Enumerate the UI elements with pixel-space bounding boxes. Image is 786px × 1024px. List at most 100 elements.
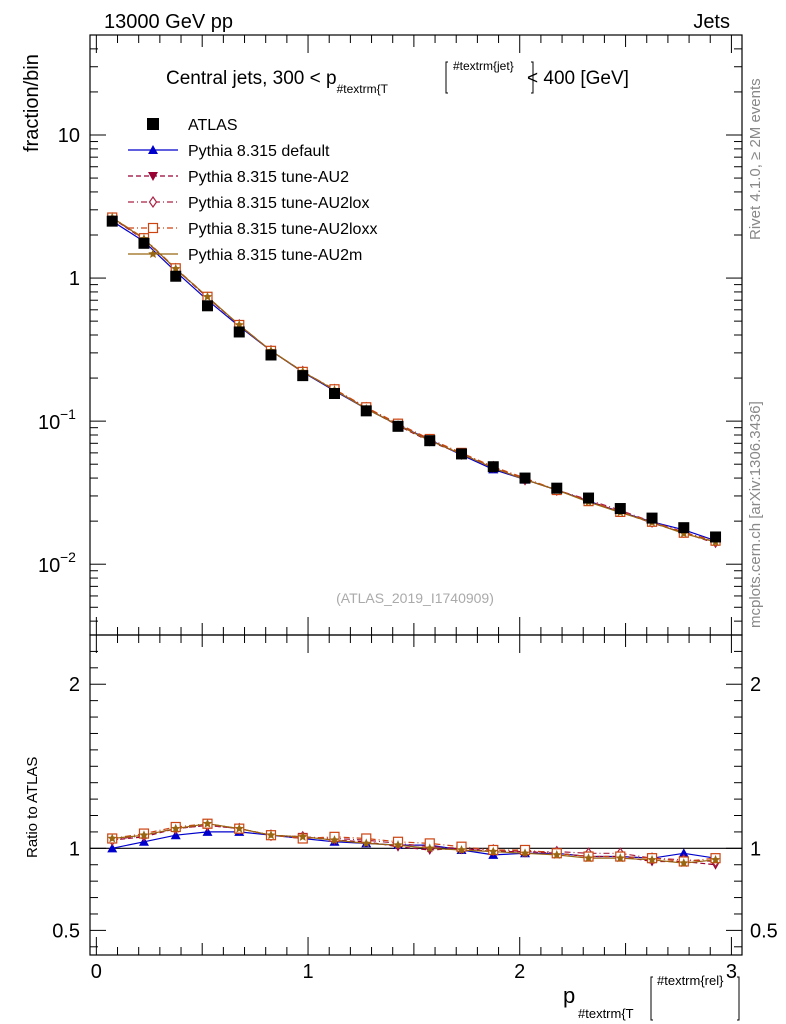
ratio-pythia-8-315-tune-au2m-point bbox=[297, 831, 308, 841]
ratio-pythia-8-315-tune-au2m-point bbox=[139, 830, 149, 840]
ratio-pythia-8-315-tune-au2m-point bbox=[361, 838, 372, 848]
series-atlas-point bbox=[487, 461, 499, 473]
series-atlas-point bbox=[456, 448, 468, 460]
xlabel-sup: #textrm{rel} bbox=[657, 973, 724, 988]
legend-marker bbox=[148, 172, 158, 181]
ratio-pythia-8-315-tune-au2m-point bbox=[393, 840, 403, 850]
title-prefix: Central jets, 300 < p bbox=[166, 68, 337, 89]
title-suffix: < 400 [GeV] bbox=[527, 68, 629, 89]
series-atlas-point bbox=[519, 472, 531, 484]
ratio-pythia-8-315-default-point bbox=[202, 826, 213, 836]
main-series-lines bbox=[111, 216, 716, 544]
ratio-pythia-8-315-tune-au2m-point bbox=[552, 849, 562, 859]
ratio-pythia-8-315-default-point bbox=[107, 843, 118, 853]
legend-marker bbox=[148, 249, 158, 259]
ratio-pythia-8-315-tune-au2m-point bbox=[329, 835, 340, 845]
title-sup: #textrm{jet} bbox=[453, 59, 514, 73]
title-sub: #textrm{T bbox=[337, 82, 389, 96]
ratio-pythia-8-315-tune-au2m-point bbox=[710, 854, 721, 864]
ratio-pythia-8-315-tune-au2m-point bbox=[488, 846, 499, 856]
main-y-tick-label: 10 bbox=[38, 412, 60, 434]
main-title: Central jets, 300 < p#textrm{T bbox=[166, 68, 389, 96]
analysis-watermark: (ATLAS_2019_I1740909) bbox=[336, 590, 494, 606]
main-x-ticks bbox=[95, 35, 732, 635]
ratio-pythia-8-315-tune-au2m-point bbox=[202, 818, 213, 828]
series-atlas-point bbox=[678, 522, 690, 534]
series-pythia-8-315-tune-au2m-line bbox=[111, 217, 716, 543]
ratio-ylabel: Ratio to ATLAS bbox=[24, 757, 41, 858]
legend-label: Pythia 8.315 default bbox=[188, 143, 330, 160]
main-y-tick-label: 10 bbox=[58, 125, 80, 147]
series-pythia-8-315-tune-au2m-point bbox=[202, 291, 213, 301]
ratio-pythia-8-315-tune-au2m-point bbox=[266, 830, 276, 840]
xlabel-sub: #textrm{T bbox=[578, 1006, 634, 1021]
mcplots-label: mcplots.cern.ch [arXiv:1306.3436] bbox=[747, 401, 764, 628]
x-tick-label: 0 bbox=[91, 961, 102, 983]
series-atlas-point bbox=[360, 405, 372, 417]
main-y-tick-label: 10 bbox=[38, 555, 60, 577]
ratio-y-tick-label: 2 bbox=[69, 674, 80, 696]
ratio-y-tick-label-right: 1 bbox=[750, 838, 761, 860]
series-atlas-point bbox=[329, 388, 340, 400]
rivet-label: Rivet 4.1.0, ≥ 2M events bbox=[747, 78, 764, 240]
series-pythia-8-315-tune-au2lox-line bbox=[111, 217, 716, 543]
series-atlas-point bbox=[551, 482, 563, 494]
main-y-tick-exponent: −2 bbox=[60, 549, 76, 565]
series-atlas-point bbox=[138, 237, 150, 249]
ratio-panel: 0.5 0.5 1 1 2 2 0 1 2 3 Ratio to ATLAS p #textrm… bbox=[24, 634, 778, 1021]
header-left: 13000 GeV pp bbox=[104, 11, 233, 33]
ratio-pythia-8-315-tune-au2m-point bbox=[425, 843, 435, 853]
main-y-tick-label: 1 bbox=[69, 268, 80, 290]
ratio-y-tick-label-right: 2 bbox=[750, 674, 761, 696]
series-atlas-point bbox=[201, 300, 213, 312]
ratio-pythia-8-315-tune-au2m-point bbox=[679, 858, 689, 868]
ratio-pythia-8-315-default-point bbox=[170, 830, 181, 840]
xlabel-brace bbox=[650, 976, 740, 1021]
legend-label: ATLAS bbox=[188, 117, 238, 134]
series-atlas-point bbox=[170, 270, 182, 282]
ratio-pythia-8-315-tune-au2m-point bbox=[456, 844, 467, 855]
ratio-pythia-8-315-default-point bbox=[678, 848, 689, 858]
main-ylabel: fraction/bin bbox=[21, 54, 43, 152]
series-atlas-point bbox=[614, 503, 626, 515]
legend-marker bbox=[148, 195, 158, 209]
series-pythia-8-315-tune-au2m-point bbox=[170, 263, 181, 273]
ratio-pythia-8-315-tune-au2m-point bbox=[583, 853, 594, 863]
title-brace bbox=[445, 61, 534, 94]
legend-label: Pythia 8.315 tune-AU2 bbox=[188, 169, 349, 186]
legend-marker bbox=[148, 145, 158, 154]
series-atlas-point bbox=[106, 215, 118, 227]
legend-label: Pythia 8.315 tune-AU2loxx bbox=[188, 221, 377, 238]
ratio-frame bbox=[89, 634, 743, 956]
series-atlas-point bbox=[646, 512, 658, 524]
ratio-pythia-8-315-tune-au2m-line bbox=[112, 823, 716, 864]
x-tick-label: 2 bbox=[514, 961, 525, 983]
ratio-series-lines bbox=[112, 823, 716, 866]
legend: ATLAS Pythia 8.315 default Pythia 8.315 tu… bbox=[128, 117, 377, 264]
series-atlas-point bbox=[265, 349, 277, 361]
series-atlas-point bbox=[583, 492, 595, 504]
ratio-y-ticks: 0.5 0.5 1 1 2 2 bbox=[52, 650, 778, 948]
ratio-series-markers bbox=[107, 818, 721, 870]
ratio-y-tick-label: 1 bbox=[69, 838, 80, 860]
series-atlas-point bbox=[297, 370, 309, 382]
ratio-pythia-8-315-tune-au2m-point bbox=[615, 853, 626, 863]
ratio-x-ticks: 0 1 2 3 bbox=[91, 635, 737, 983]
series-pythia-8-315-tune-au2loxx-line bbox=[111, 216, 716, 542]
header-right: Jets bbox=[693, 11, 730, 33]
ratio-pythia-8-315-tune-au2lox-line bbox=[112, 824, 716, 863]
ratio-pythia-8-315-tune-au2m-point bbox=[234, 823, 244, 833]
ratio-pythia-8-315-tune-au2m-point bbox=[520, 848, 530, 858]
legend-label: Pythia 8.315 tune-AU2m bbox=[188, 247, 362, 264]
main-series-markers bbox=[106, 212, 722, 549]
ratio-pythia-8-315-tune-au2m-point bbox=[170, 823, 181, 833]
series-atlas-point bbox=[392, 420, 404, 432]
series-atlas-point bbox=[233, 326, 245, 338]
series-pythia-8-315-tune-au2-line bbox=[111, 217, 716, 544]
series-atlas-point bbox=[710, 531, 722, 543]
series-pythia-8-315-default-line bbox=[111, 220, 716, 542]
ratio-pythia-8-315-tune-au2m-point bbox=[107, 833, 117, 843]
